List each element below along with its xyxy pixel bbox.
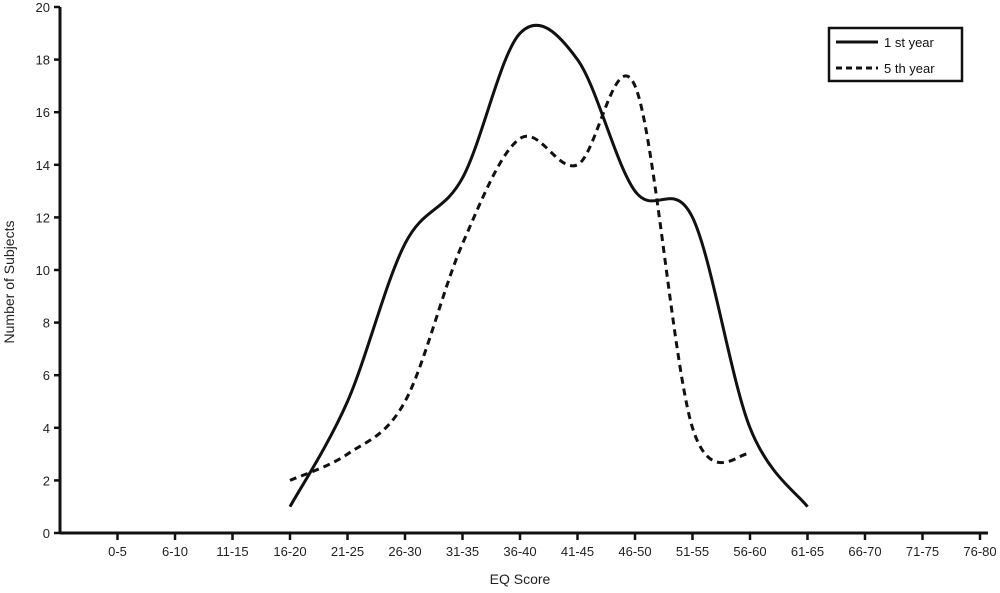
- series-line-1st-year: [288, 23, 809, 508]
- x-tick-label: 66-70: [848, 544, 881, 559]
- x-tick-label: 71-75: [906, 544, 939, 559]
- x-tick-label: 0-5: [108, 544, 127, 559]
- x-tick-label: 21-25: [331, 544, 364, 559]
- y-axis-label: Number of Subjects: [1, 221, 17, 344]
- series-lines: [288, 23, 809, 508]
- x-tick-label: 41-45: [561, 544, 594, 559]
- x-axis-label: EQ Score: [490, 571, 551, 587]
- x-tick-label: 36-40: [503, 544, 536, 559]
- y-tick-label: 6: [43, 368, 50, 383]
- y-tick-label: 2: [43, 473, 50, 488]
- legend-label-5th-year: 5 th year: [884, 61, 935, 76]
- y-tick-label: 12: [36, 210, 50, 225]
- x-tick-label: 61-65: [791, 544, 824, 559]
- y-tick-label: 0: [43, 526, 50, 541]
- x-tick-label: 51-55: [676, 544, 709, 559]
- x-tick-label: 26-30: [388, 544, 421, 559]
- x-tick-label: 11-15: [216, 544, 248, 559]
- x-tick-label: 31-35: [446, 544, 479, 559]
- y-tick-label: 4: [43, 421, 50, 436]
- x-ticks: 0-5 6-10 11-15 16-20 21-25 26-30 31-35 36-40 41-…: [108, 533, 997, 559]
- y-tick-label: 20: [36, 0, 50, 15]
- x-tick-label: 16-20: [273, 544, 306, 559]
- series-line-5th-year: [289, 74, 751, 482]
- y-tick-label: 10: [36, 263, 50, 278]
- x-tick-label: 76-80: [963, 544, 996, 559]
- legend-label-1st-year: 1 st year: [884, 35, 935, 50]
- y-tick-label: 18: [36, 53, 50, 68]
- legend: 1 st year 5 th year: [827, 26, 964, 83]
- x-tick-label: 46-50: [618, 544, 651, 559]
- legend-box: [827, 26, 964, 83]
- x-tick-label: 56-60: [733, 544, 766, 559]
- y-ticks: 0 2 4 6 8 10 12 14 16 18 20: [36, 0, 60, 541]
- y-tick-label: 14: [36, 158, 50, 173]
- y-tick-label: 16: [36, 105, 50, 120]
- y-tick-label: 8: [43, 316, 50, 331]
- x-tick-label: 6-10: [162, 544, 188, 559]
- axes: [58, 7, 988, 535]
